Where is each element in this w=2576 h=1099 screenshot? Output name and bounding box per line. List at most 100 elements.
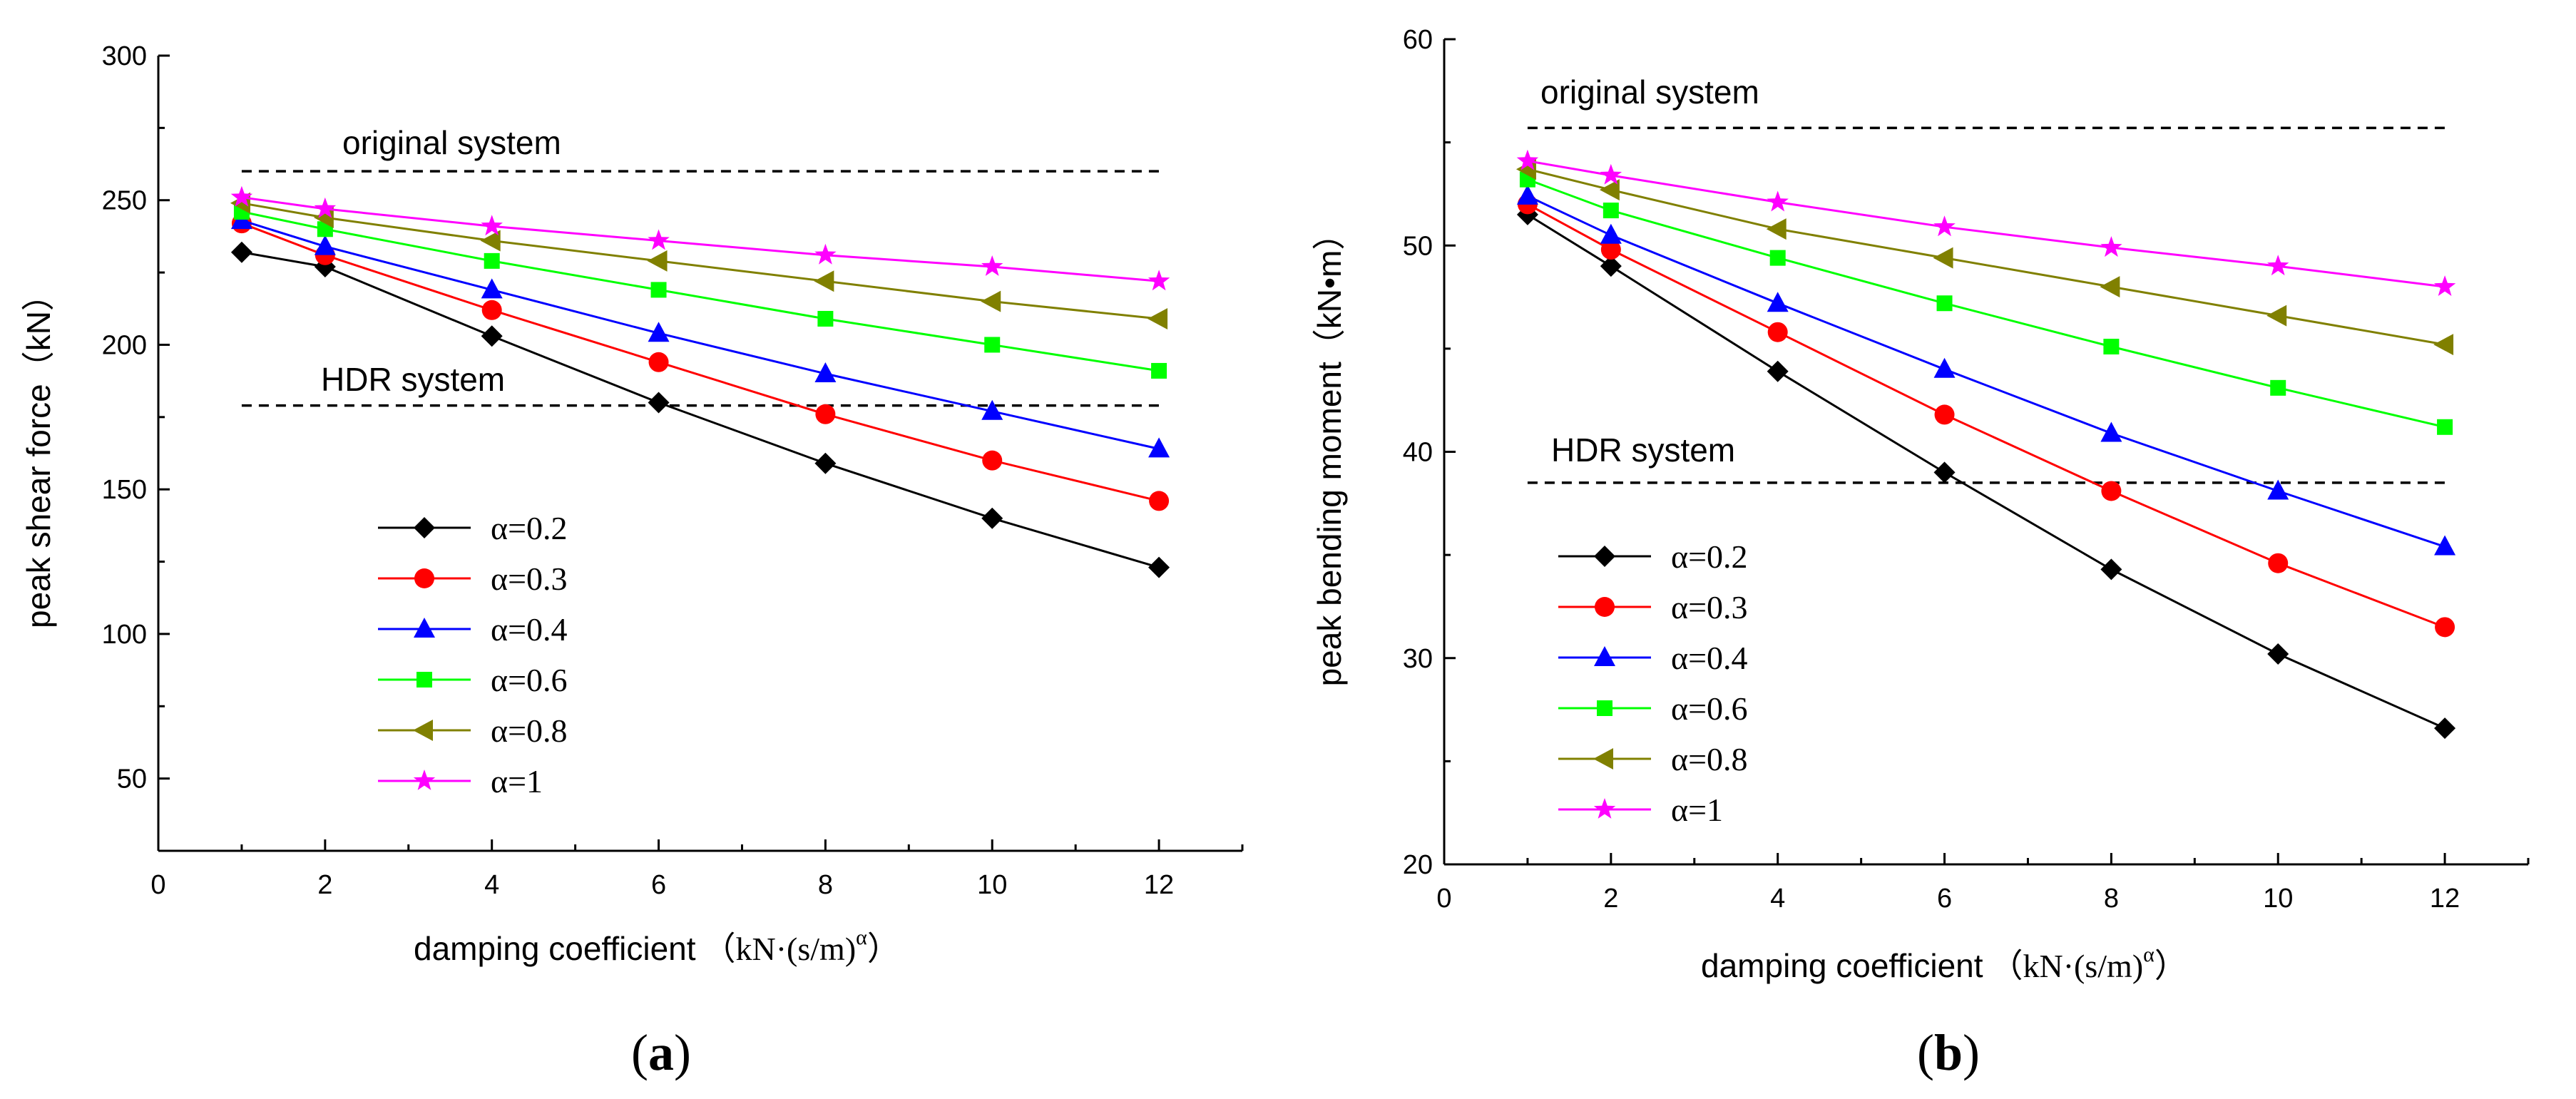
data-point	[230, 241, 252, 263]
y-tick-label: 250	[102, 186, 147, 216]
data-point	[2434, 717, 2456, 740]
data-point	[230, 185, 253, 207]
x-axis-title-superscript: α	[856, 926, 867, 949]
data-point	[2270, 379, 2286, 396]
panel-label: (a)	[631, 1024, 691, 1081]
data-point	[1516, 149, 1539, 170]
legend: α=0.2 α=0.3 α=0.4 α=0.6 α=0.8 α=1	[378, 510, 568, 799]
y-axis-title: peak shear force（kN）	[20, 278, 57, 628]
data-point	[1148, 437, 1170, 458]
series-line	[1527, 178, 2445, 429]
data-point	[814, 362, 837, 382]
legend-marker	[1597, 700, 1612, 716]
data-point	[314, 197, 337, 218]
data-point	[2268, 553, 2289, 573]
data-point	[1769, 250, 1786, 266]
data-point	[1149, 491, 1170, 511]
data-point	[1600, 223, 1622, 244]
data-point	[814, 452, 837, 474]
data-point	[650, 282, 667, 298]
x-tick-label: 2	[317, 870, 332, 900]
data-point	[984, 337, 1001, 353]
data-point	[2267, 643, 2289, 665]
y-tick-label: 40	[1403, 438, 1433, 468]
data-point	[481, 325, 503, 347]
panel-label-open: (	[1917, 1024, 1934, 1081]
data-point	[2433, 334, 2454, 356]
data-point	[480, 230, 501, 252]
legend-label: α=0.4	[491, 611, 568, 648]
legend-marker	[1593, 798, 1616, 819]
data-point	[1600, 255, 1622, 277]
series-line	[1527, 213, 2445, 730]
panel-label-open: (	[631, 1024, 648, 1081]
data-point	[1766, 218, 1787, 240]
legend-label: α=0.8	[491, 712, 568, 749]
data-point	[2437, 419, 2453, 435]
reference-label: original system	[342, 124, 561, 161]
x-tick-label: 8	[818, 870, 833, 900]
x-axis-title-unit: （kN·(s/m)	[1990, 948, 2144, 984]
data-point	[481, 278, 503, 299]
x-tick-label: 4	[484, 870, 499, 900]
data-point	[2100, 276, 2120, 298]
legend-label: α=0.2	[1671, 538, 1748, 575]
data-point	[981, 290, 1001, 312]
x-tick-label: 0	[150, 870, 165, 900]
data-point	[2267, 255, 2289, 276]
panel-label-close: )	[1963, 1024, 1980, 1081]
series-line	[1527, 203, 2445, 628]
y-tick-label: 300	[102, 41, 147, 71]
x-tick-label: 0	[1436, 884, 1451, 914]
data-point	[981, 399, 1003, 420]
panel-label-letter: b	[1934, 1024, 1963, 1081]
data-point	[981, 507, 1003, 529]
y-tick-label: 100	[102, 620, 147, 650]
x-tick-label: 10	[2263, 884, 2293, 914]
data-point	[2434, 535, 2456, 556]
panel-label-close: )	[674, 1024, 691, 1081]
series-line	[241, 219, 1160, 450]
legend-marker	[414, 618, 435, 638]
legend-label: α=1	[1671, 792, 1723, 828]
reference-label: HDR system	[321, 361, 505, 398]
x-axis-title-text: damping coefficient	[1701, 947, 1983, 984]
data-point	[1148, 556, 1170, 578]
x-tick-label: 6	[651, 870, 666, 900]
data-point	[481, 300, 502, 320]
panel-label: (b)	[1917, 1024, 1980, 1081]
x-tick-label: 6	[1937, 884, 1952, 914]
reference-label: HDR system	[1551, 431, 1735, 469]
data-point	[648, 352, 669, 372]
x-tick-label: 12	[1144, 870, 1174, 900]
series-line	[1527, 160, 2445, 288]
legend-label: α=0.6	[491, 662, 568, 698]
legend-marker	[1595, 597, 1615, 617]
series-line	[1527, 195, 2445, 548]
series-line	[241, 251, 1160, 569]
x-tick-label: 2	[1603, 884, 1618, 914]
data-point	[2435, 617, 2455, 638]
chart-panel-a: 0 2 4 6 8 10 12 50 100 150 200 250 300 original syste…	[20, 41, 1244, 1081]
x-axis-title-superscript: α	[2143, 943, 2155, 966]
x-axis-title-text: damping coefficient	[414, 930, 696, 967]
series-line	[241, 210, 1160, 372]
y-axis-title: peak bending moment（kN•m）	[1311, 218, 1348, 687]
data-point	[817, 310, 834, 327]
legend-label: α=0.2	[491, 510, 568, 546]
data-point	[2267, 479, 2289, 500]
data-point	[1600, 163, 1622, 185]
legend-label: α=1	[491, 763, 543, 799]
data-point	[484, 252, 500, 269]
data-point	[814, 270, 834, 292]
data-point	[1933, 357, 1956, 378]
data-point	[1516, 184, 1538, 205]
data-point	[2103, 338, 2120, 354]
data-point	[2100, 236, 2122, 257]
data-point	[1767, 190, 1789, 212]
legend-label: α=0.3	[491, 561, 568, 597]
data-point	[1934, 404, 1955, 425]
data-point	[648, 322, 670, 342]
legend-marker	[413, 720, 433, 741]
legend-marker	[413, 770, 436, 790]
